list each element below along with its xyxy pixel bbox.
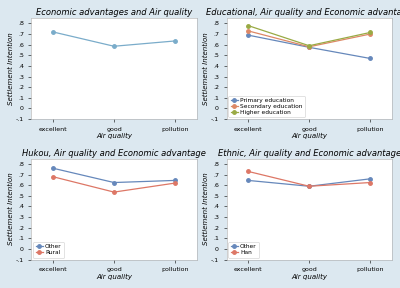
Other [246,179,250,182]
Secondary education [368,32,373,36]
Rural [173,181,178,185]
X-axis label: Air quality: Air quality [96,274,132,280]
Han [307,185,312,188]
Line: Other: Other [51,166,177,184]
Y-axis label: Settlement Intention: Settlement Intention [204,32,210,105]
X-axis label: Air quality: Air quality [96,133,132,139]
Other [112,181,116,184]
Han [368,181,373,184]
Secondary education [307,45,312,48]
Secondary education [246,29,250,33]
Han [246,170,250,173]
Higher education [246,24,250,27]
Primary education [246,33,250,37]
Line: Higher education: Higher education [246,24,372,48]
Line: Rural: Rural [51,175,177,194]
Title: Ethnic, Air quality and Economic advantage: Ethnic, Air quality and Economic advanta… [218,149,400,158]
Y-axis label: Settlement Intention: Settlement Intention [8,173,14,245]
Legend: Other, Rural: Other, Rural [33,242,64,258]
Other [307,185,312,188]
Other [50,166,55,170]
Line: Secondary education: Secondary education [246,29,372,48]
Title: Hukou, Air quality and Economic advantage: Hukou, Air quality and Economic advantag… [22,149,206,158]
Other [368,177,373,181]
Rural [112,190,116,194]
X-axis label: Air quality: Air quality [291,274,327,280]
Legend: Primary education, Secondary education, Higher education: Primary education, Secondary education, … [228,96,305,117]
Line: Han: Han [246,170,372,188]
Line: Primary education: Primary education [246,33,372,60]
Higher education [307,44,312,48]
Rural [50,175,55,179]
X-axis label: Air quality: Air quality [291,133,327,139]
Title: Economic advantages and Air quality: Economic advantages and Air quality [36,8,192,17]
Higher education [368,31,373,34]
Other [173,179,178,182]
Title: Educational, Air quality and Economic advantage: Educational, Air quality and Economic ad… [206,8,400,17]
Primary education [368,57,373,60]
Y-axis label: Settlement Intention: Settlement Intention [204,173,210,245]
Primary education [307,46,312,49]
Legend: Other, Han: Other, Han [228,242,259,258]
Y-axis label: Settlement Intention: Settlement Intention [8,32,14,105]
Line: Other: Other [246,177,372,188]
